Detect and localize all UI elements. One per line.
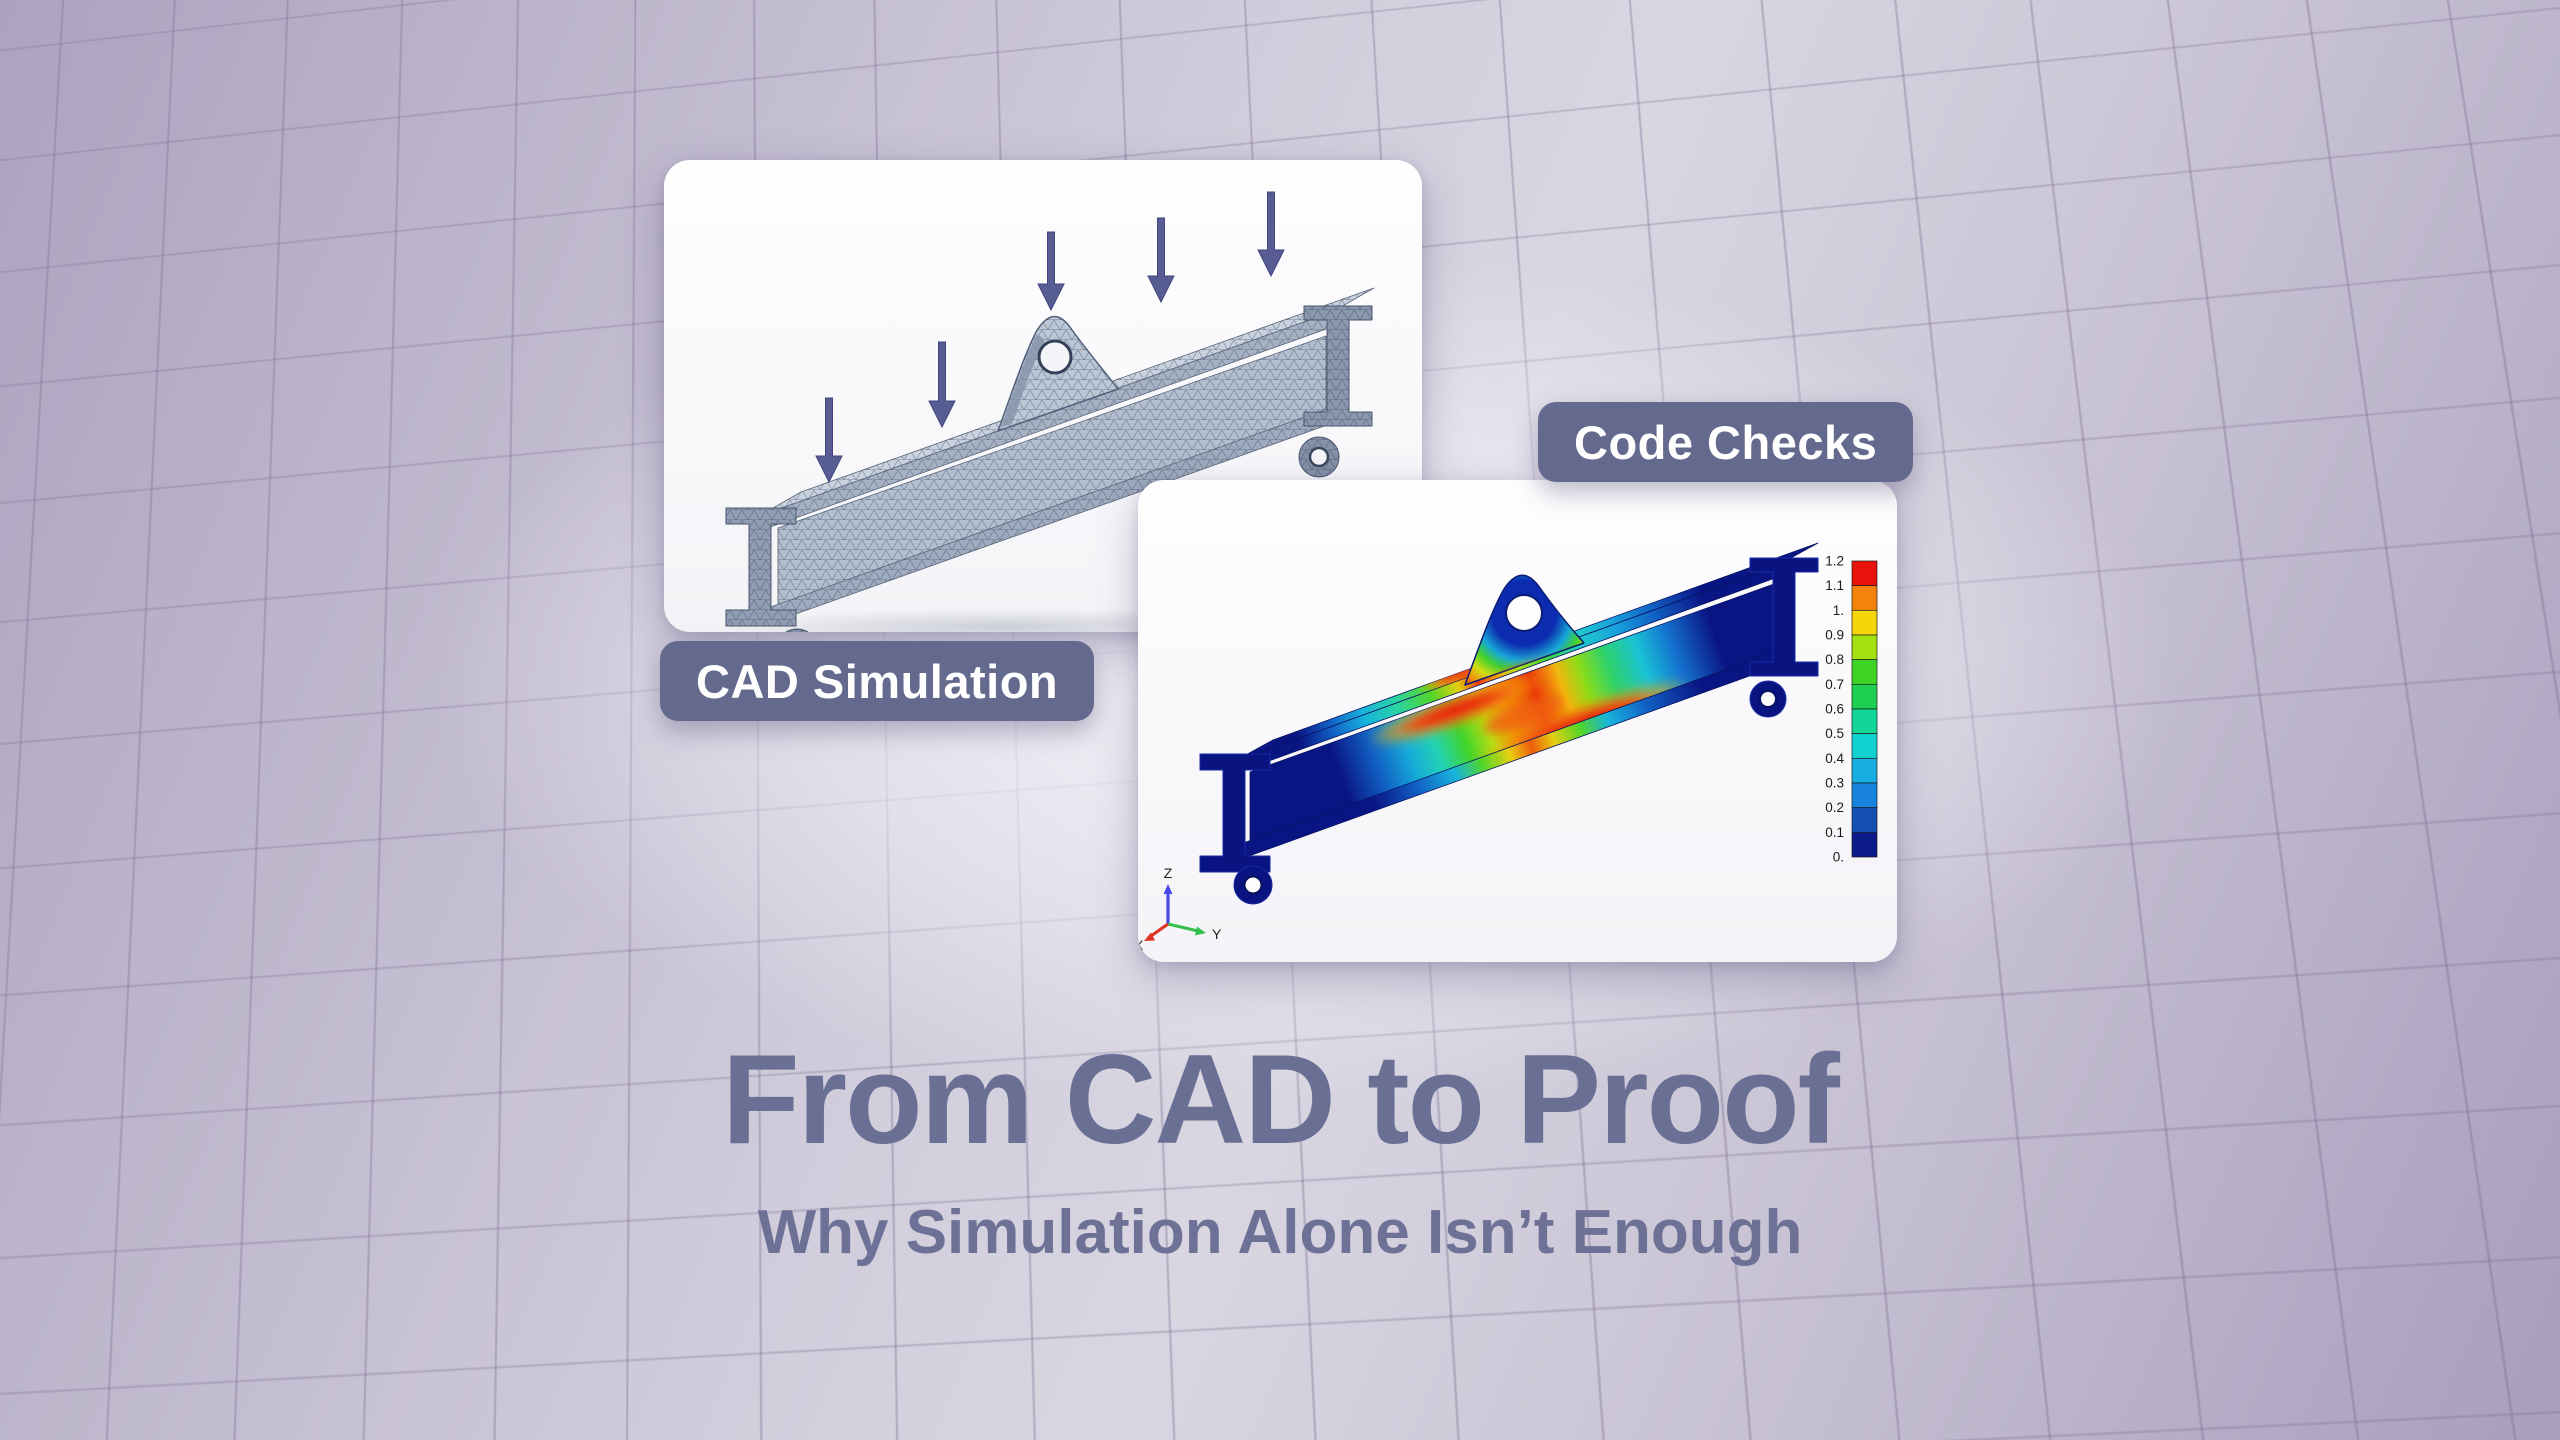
fem-legend-cells	[1852, 561, 1877, 857]
legend-cell	[1852, 709, 1877, 734]
legend-tick-label: 0.4	[1825, 751, 1844, 766]
legend-tick-label: 0.8	[1825, 652, 1844, 667]
legend-tick-label: 0.6	[1825, 702, 1844, 717]
legend-tick-label: 0.	[1833, 850, 1844, 865]
slide-stage: 1.2 1.1 1. 0.9 0.8 0.7 0.6 0.5 0.4 0.3 0.2 0.1 0. Z …	[0, 0, 2560, 1440]
load-arrow	[1258, 192, 1284, 276]
load-arrow	[816, 398, 842, 482]
z-axis-arrow	[1164, 884, 1173, 894]
code-checks-badge: Code Checks	[1538, 402, 1913, 482]
legend-cell	[1852, 734, 1877, 759]
fem-legend-labels: 1.2 1.1 1. 0.9 0.8 0.7 0.6 0.5 0.4 0.3 0.2 0.1 0.	[1825, 554, 1844, 865]
load-arrow	[1038, 232, 1064, 310]
legend-tick-label: 1.1	[1825, 578, 1844, 593]
fem-near-shackle-ear	[1234, 866, 1272, 904]
legend-tick-label: 0.2	[1825, 800, 1844, 815]
code-checks-card: 1.2 1.1 1. 0.9 0.8 0.7 0.6 0.5 0.4 0.3 0.2 0.1 0. Z …	[1138, 480, 1897, 962]
fem-beam-figure: 1.2 1.1 1. 0.9 0.8 0.7 0.6 0.5 0.4 0.3 0.2 0.1 0. Z …	[1138, 480, 1897, 962]
y-axis-label: Y	[1212, 926, 1222, 942]
cad-simulation-badge: CAD Simulation	[660, 641, 1094, 721]
legend-tick-label: 1.	[1833, 603, 1844, 618]
axis-triad: Z Y X	[1138, 865, 1222, 953]
subtitle: Why Simulation Alone Isn’t Enough	[0, 1202, 2560, 1264]
legend-tick-label: 0.9	[1825, 628, 1844, 643]
main-title: From CAD to Proof	[0, 1036, 2560, 1163]
legend-cell	[1852, 783, 1877, 808]
legend-cell	[1852, 635, 1877, 660]
load-arrow	[929, 342, 955, 427]
y-axis-arrow	[1195, 927, 1206, 936]
fem-stress-legend: 1.2 1.1 1. 0.9 0.8 0.7 0.6 0.5 0.4 0.3 0.2 0.1 0.	[1825, 554, 1877, 865]
legend-cell	[1852, 758, 1877, 783]
load-arrow	[1148, 218, 1174, 302]
cad-simulation-badge-label: CAD Simulation	[696, 654, 1058, 709]
legend-cell	[1852, 586, 1877, 611]
legend-cell	[1852, 660, 1877, 685]
legend-cell	[1852, 561, 1877, 586]
legend-cell	[1852, 808, 1877, 833]
code-checks-badge-label: Code Checks	[1574, 415, 1877, 470]
legend-tick-label: 0.7	[1825, 677, 1844, 692]
legend-cell	[1852, 832, 1877, 857]
fem-far-shackle-ear	[1750, 681, 1786, 717]
legend-cell	[1852, 684, 1877, 709]
far-shackle-ear	[1299, 437, 1339, 477]
stress-contour-beam	[1200, 543, 1818, 904]
legend-tick-label: 0.1	[1825, 825, 1844, 840]
legend-tick-label: 1.2	[1825, 554, 1844, 569]
z-axis-label: Z	[1164, 865, 1173, 881]
legend-cell	[1852, 610, 1877, 635]
legend-tick-label: 0.5	[1825, 726, 1844, 741]
legend-tick-label: 0.3	[1825, 776, 1844, 791]
